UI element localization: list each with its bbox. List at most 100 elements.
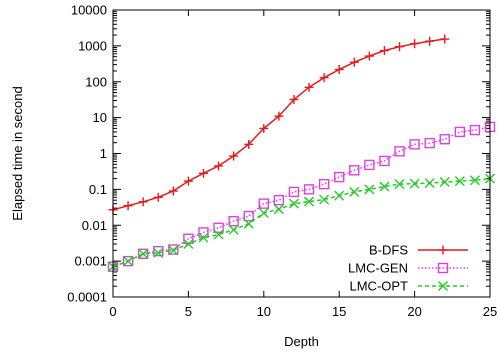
legend-item-lmc-gen: LMC-GEN [348, 261, 468, 276]
y-axis-label: Elapsed time in second [10, 86, 25, 220]
point-marker [379, 155, 390, 167]
point-marker [395, 42, 405, 52]
point-marker [379, 46, 389, 56]
y-tick-label: 0.1 [89, 182, 107, 197]
point-marker [123, 201, 133, 211]
point-marker [469, 175, 480, 186]
marker-stroke [319, 194, 330, 205]
marker-stroke [228, 224, 239, 235]
x-axis-label: Depth [284, 334, 319, 349]
marker-stroke [409, 178, 420, 189]
point-marker [349, 57, 359, 67]
point-marker [304, 196, 315, 207]
point-marker [214, 161, 224, 171]
x-tick-label: 5 [185, 304, 192, 319]
marker-stroke [379, 181, 390, 192]
marker-stroke [349, 186, 360, 197]
point-marker [349, 186, 360, 197]
y-tick-label: 10000 [71, 3, 107, 18]
point-marker [213, 222, 224, 233]
marker-stroke [364, 184, 375, 195]
legend-label: LMC-OPT [350, 279, 409, 294]
point-marker [258, 198, 269, 209]
point-marker [394, 146, 405, 157]
point-marker [437, 262, 449, 274]
y-tick-label: 100 [85, 74, 107, 89]
marker-stroke [258, 207, 269, 218]
point-marker [424, 137, 435, 149]
marker-stroke [334, 190, 345, 201]
marker-stroke [213, 229, 224, 240]
point-marker [424, 178, 435, 189]
point-marker [303, 184, 315, 195]
plot-frame [112, 9, 491, 298]
x-tick-label: 20 [407, 304, 421, 319]
x-tick-label: 0 [109, 304, 116, 319]
marker-stroke [454, 176, 465, 187]
y-tick-label: 0.0001 [67, 290, 107, 305]
point-marker [259, 123, 269, 133]
point-marker [258, 207, 269, 218]
legend: B-DFS LMC-GEN LMC-OPT [348, 243, 468, 294]
point-marker [454, 126, 466, 138]
point-marker [168, 245, 179, 256]
point-marker [364, 159, 375, 171]
point-marker [243, 218, 254, 229]
y-tick-label: 0.001 [74, 254, 107, 269]
point-marker [438, 245, 448, 255]
point-marker [138, 197, 148, 207]
legend-label: LMC-GEN [348, 261, 408, 276]
point-marker [122, 255, 134, 267]
y-tick-label: 1000 [78, 38, 107, 53]
x-tick-label: 25 [483, 304, 497, 319]
point-marker [439, 177, 450, 188]
marker-stroke [168, 245, 179, 256]
point-marker [439, 134, 450, 145]
marker-stroke [438, 281, 448, 291]
series-lmc-gen [107, 121, 496, 272]
marker-stroke [424, 178, 435, 189]
point-marker [409, 178, 420, 189]
y-tick-label: 10 [93, 110, 107, 125]
x-tick-label: 10 [257, 304, 271, 319]
point-marker [183, 176, 193, 186]
point-marker [318, 178, 330, 190]
point-marker [243, 210, 254, 222]
point-marker [319, 194, 330, 205]
point-marker [425, 36, 435, 46]
point-marker [440, 34, 450, 44]
point-marker [228, 224, 239, 235]
x-tick-label: 15 [332, 304, 346, 319]
series-b-dfs [108, 34, 450, 215]
y-tick-label: 1 [100, 146, 107, 161]
point-marker [364, 184, 375, 195]
point-marker [409, 139, 420, 150]
point-marker [438, 281, 448, 291]
point-marker [410, 39, 420, 49]
marker-stroke [469, 175, 480, 186]
point-marker [274, 111, 284, 121]
series-line [112, 177, 491, 268]
tick-labels: 0 5 10 15 20 25 0.0001 0.001 0.01 0.1 1 10 100 1000 10… [67, 3, 497, 320]
legend-label: B-DFS [369, 243, 408, 258]
point-marker [454, 176, 465, 187]
point-marker [168, 186, 178, 196]
point-marker [153, 245, 164, 257]
point-marker [138, 248, 149, 259]
point-marker [334, 64, 344, 74]
marker-stroke [394, 179, 405, 190]
series-lmc-opt [108, 173, 495, 272]
marker-stroke [198, 232, 209, 243]
point-marker [273, 194, 285, 206]
point-marker [198, 232, 209, 243]
marker-stroke [243, 218, 254, 229]
marker-stroke [304, 196, 315, 207]
marker-stroke [183, 239, 194, 250]
point-marker [364, 51, 374, 61]
point-marker [394, 179, 405, 190]
point-marker [273, 204, 284, 215]
point-marker [198, 168, 208, 178]
point-marker [213, 229, 224, 240]
point-marker [153, 192, 163, 202]
